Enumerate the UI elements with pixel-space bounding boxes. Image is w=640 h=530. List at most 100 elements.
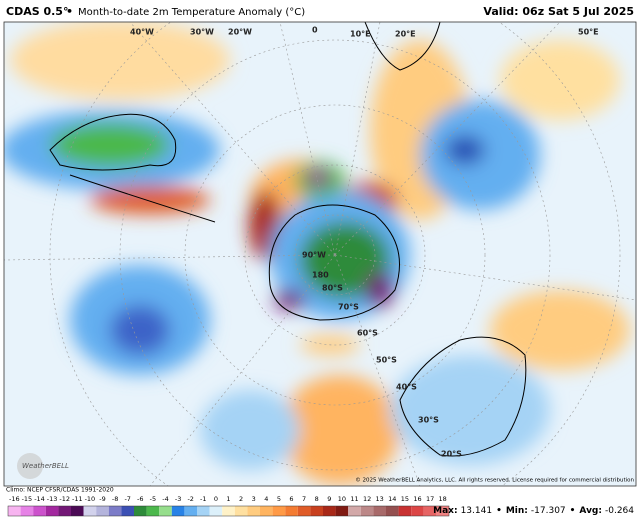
colorbar-swatch xyxy=(247,506,260,516)
stat-label: Max: xyxy=(433,506,457,516)
colorbar-tick-label: -1 xyxy=(200,495,206,503)
colorbar-swatch xyxy=(184,506,197,516)
colorbar-swatch xyxy=(171,506,185,516)
stats: Max: 13.141 • Min: -17.307 • Avg: -0.264 xyxy=(433,506,634,516)
map-label: 50°E xyxy=(578,28,599,37)
colorbar-swatch xyxy=(209,506,223,516)
map-frame xyxy=(3,21,637,487)
map-label: 10°E xyxy=(350,30,371,39)
title: Month-to-date 2m Temperature Anomaly (°C… xyxy=(78,7,305,18)
colorbar-swatch xyxy=(146,506,160,516)
colorbar-tick-label: -16 xyxy=(9,495,20,503)
colorbar-tick-label: -12 xyxy=(59,495,70,503)
colorbar-swatch xyxy=(297,506,311,516)
stats-separator: • xyxy=(570,506,576,516)
colorbar-swatch xyxy=(260,506,273,516)
colorbar-tick-label: 16 xyxy=(413,495,421,503)
logo-icon xyxy=(17,453,43,479)
colorbar-tick-label: -9 xyxy=(99,495,105,503)
colorbar-swatch xyxy=(335,506,349,516)
map-label: 20°S xyxy=(441,450,462,459)
colorbar-swatch xyxy=(134,506,147,516)
colorbar-tick-label: -3 xyxy=(175,495,181,503)
stat-value: -0.264 xyxy=(605,506,634,516)
colorbar-tick-label: 14 xyxy=(388,495,396,503)
colorbar-swatch xyxy=(197,506,210,516)
map-label: 40°S xyxy=(396,383,417,392)
colorbar-tick-label: -4 xyxy=(162,495,168,503)
colorbar-swatch xyxy=(348,506,361,516)
colorbar-swatch xyxy=(45,506,59,516)
colorbar-tick-label: 4 xyxy=(264,495,268,503)
map-label: 30°W xyxy=(190,28,214,37)
map-label: 60°S xyxy=(357,329,378,338)
colorbar-tick-label: 17 xyxy=(426,495,434,503)
colorbar-swatch xyxy=(436,506,449,516)
colorbar-swatch xyxy=(398,506,412,516)
colorbar-swatch xyxy=(8,506,21,516)
colorbar-tick-label: 8 xyxy=(315,495,319,503)
colorbar-swatch xyxy=(71,506,84,516)
colorbar-swatch xyxy=(360,506,374,516)
colorbar-tick-label: -7 xyxy=(124,495,130,503)
colorbar-tick-label: 6 xyxy=(289,495,293,503)
colorbar-swatch xyxy=(285,506,298,516)
map-label: 20°W xyxy=(228,28,252,37)
copyright: © 2025 WeatherBELL Analytics, LLC. All r… xyxy=(355,477,634,484)
map-label: 180 xyxy=(312,271,329,280)
logo: WeatherBELL xyxy=(22,462,69,470)
colorbar-tick-label: 1 xyxy=(226,495,230,503)
stat-value: -17.307 xyxy=(531,506,566,516)
colorbar-tick-label: 12 xyxy=(363,495,371,503)
colorbar-tick-label: -8 xyxy=(112,495,118,503)
colorbar-tick-label: 5 xyxy=(277,495,281,503)
colorbar-swatch xyxy=(310,506,323,516)
colorbar-swatch xyxy=(108,506,122,516)
colorbar-tick-label: -10 xyxy=(85,495,96,503)
colorbar-tick-label: -13 xyxy=(47,495,58,503)
stat-label: Min: xyxy=(506,506,528,516)
anomaly-field xyxy=(4,22,630,485)
graticule xyxy=(4,22,636,486)
colorbar-swatch xyxy=(58,506,71,516)
colorbar-swatch xyxy=(423,506,437,516)
climo: Climo: NCEP CFSR/CDAS 1991-2020 xyxy=(6,487,114,494)
colorbar-tick-label: -11 xyxy=(72,495,83,503)
map-label: 50°S xyxy=(376,356,397,365)
map-label: 90°W xyxy=(302,251,326,260)
map-label: 70°S xyxy=(338,303,359,312)
colorbar-swatch xyxy=(96,506,109,516)
colorbar-frame xyxy=(7,505,450,517)
map-label: 40°W xyxy=(130,28,154,37)
colorbar-swatch xyxy=(411,506,424,516)
colorbar-tick-label: -6 xyxy=(137,495,143,503)
colorbar-tick-label: 13 xyxy=(376,495,384,503)
colorbar-tick-label: -2 xyxy=(187,495,193,503)
colorbar-swatch xyxy=(121,506,134,516)
map-label: 80°S xyxy=(322,284,343,293)
colorbar-swatch xyxy=(272,506,286,516)
colorbar-swatch xyxy=(159,506,172,516)
separator: • xyxy=(66,5,73,18)
colorbar-tick-label: 2 xyxy=(239,495,243,503)
colorbar-tick-label: 15 xyxy=(401,495,409,503)
colorbar-swatch xyxy=(386,506,399,516)
colorbar-swatch xyxy=(33,506,46,516)
colorbar-tick-label: 7 xyxy=(302,495,306,503)
colorbar-swatch xyxy=(222,506,235,516)
colorbar-swatch xyxy=(323,506,336,516)
colorbar-tick-label: 9 xyxy=(327,495,331,503)
colorbar-tick-label: 0 xyxy=(214,495,218,503)
colorbar-tick-label: -5 xyxy=(150,495,156,503)
product: CDAS 0.5° xyxy=(6,5,68,18)
valid-time: Valid: 06z Sat 5 Jul 2025 xyxy=(483,5,634,18)
map-label: 30°S xyxy=(418,416,439,425)
colorbar-tick-label: -15 xyxy=(22,495,33,503)
colorbar-tick-label: -14 xyxy=(34,495,45,503)
colorbar-swatch xyxy=(234,506,248,516)
colorbar-swatch xyxy=(20,506,34,516)
stats-separator: • xyxy=(496,506,502,516)
colorbar-swatch xyxy=(373,506,386,516)
colorbar-tick-label: 3 xyxy=(252,495,256,503)
